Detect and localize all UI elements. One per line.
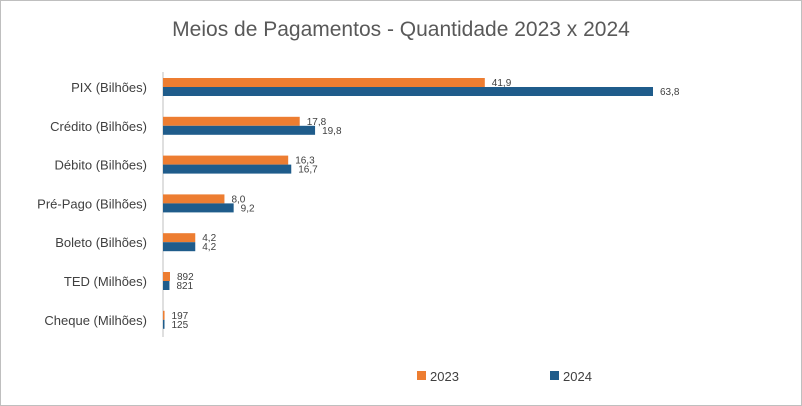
category-label: PIX (Bilhões) <box>71 80 147 95</box>
data-label: 41,9 <box>492 78 512 89</box>
data-label: 197 <box>172 311 189 322</box>
bar-2024 <box>163 87 653 96</box>
data-label: 19,8 <box>322 126 342 137</box>
data-label: 16,3 <box>295 156 315 167</box>
category-label: Crédito (Bilhões) <box>50 119 147 134</box>
data-label: 63,8 <box>660 87 680 98</box>
bar-2024 <box>163 125 316 135</box>
bar-2024 <box>163 164 292 174</box>
data-label: 892 <box>177 272 194 283</box>
bar-2024 <box>163 319 165 329</box>
data-label: 8,0 <box>231 194 245 205</box>
data-label: 16,7 <box>298 165 318 176</box>
data-label: 4,2 <box>202 233 216 244</box>
bar-2024 <box>163 281 170 290</box>
bar-2023 <box>163 194 225 204</box>
category-label: Débito (Bilhões) <box>55 158 148 173</box>
bar-2023 <box>163 116 300 126</box>
legend-label: 2023 <box>430 369 459 384</box>
legend-swatch-2024 <box>550 371 559 380</box>
bar-2023 <box>163 310 165 320</box>
bar-2023 <box>163 78 485 87</box>
legend-swatch-2023 <box>417 371 426 380</box>
data-label: 125 <box>172 320 189 331</box>
category-label: Cheque (Milhões) <box>44 313 147 328</box>
bar-2024 <box>163 203 234 213</box>
bar-2023 <box>163 233 196 243</box>
chart-title: Meios de Pagamentos - Quantidade 2023 x … <box>172 18 630 41</box>
category-label: Pré-Pago (Bilhões) <box>37 196 147 211</box>
legend-label: 2024 <box>563 369 592 384</box>
data-label: 4,2 <box>202 242 216 253</box>
data-label: 821 <box>176 281 193 292</box>
bar-2023 <box>163 155 289 165</box>
category-label: Boleto (Bilhões) <box>55 235 147 250</box>
bar-2023 <box>163 272 170 281</box>
category-label: TED (Milhões) <box>64 274 147 289</box>
bar-2024 <box>163 242 196 252</box>
data-label: 17,8 <box>307 117 327 128</box>
data-label: 9,2 <box>241 203 255 214</box>
